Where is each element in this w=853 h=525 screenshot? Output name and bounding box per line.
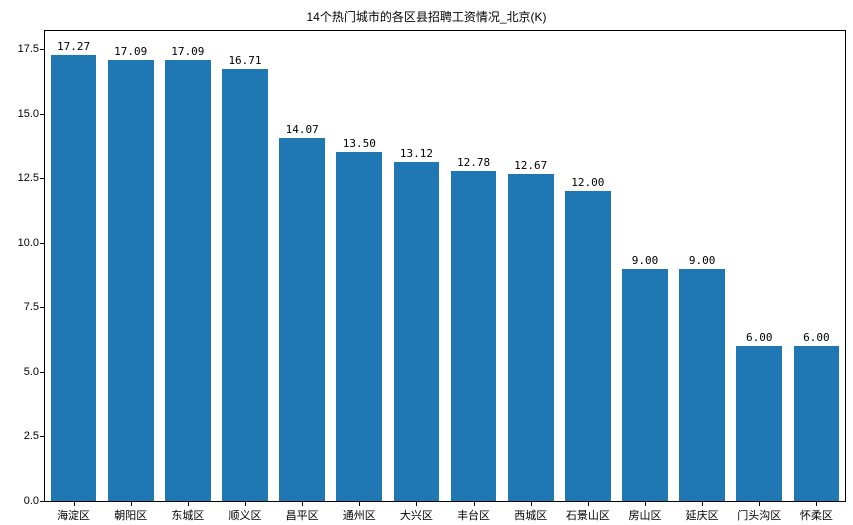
bar (222, 69, 268, 501)
y-tick-label: 5.0 (24, 366, 45, 378)
bar-value-label: 17.27 (57, 40, 90, 53)
y-tick-label: 2.5 (24, 430, 45, 442)
x-tick-label: 延庆区 (686, 501, 719, 523)
bar (394, 162, 440, 501)
x-tick-label: 海淀区 (57, 501, 90, 523)
x-tick-label: 西城区 (514, 501, 547, 523)
bar (736, 346, 782, 501)
bar-value-label: 17.09 (114, 45, 147, 58)
bar (679, 269, 725, 501)
bar-value-label: 12.00 (571, 176, 604, 189)
bar-value-label: 9.00 (689, 254, 716, 267)
y-tick-label: 12.5 (18, 172, 45, 184)
x-tick-label: 昌平区 (286, 501, 319, 523)
chart-container: 14个热门城市的各区县招聘工资情况_北京(K) 0.02.55.07.510.0… (0, 0, 853, 525)
x-tick-label: 顺义区 (229, 501, 262, 523)
bar-value-label: 13.50 (343, 137, 376, 150)
y-tick-label: 0.0 (24, 495, 45, 507)
x-tick-label: 东城区 (171, 501, 204, 523)
x-tick-label: 房山区 (629, 501, 662, 523)
bar-value-label: 6.00 (746, 331, 773, 344)
bar (51, 55, 97, 501)
bar (165, 60, 211, 501)
bar-value-label: 9.00 (632, 254, 659, 267)
plot-area: 0.02.55.07.510.012.515.017.517.27海淀区17.0… (44, 30, 846, 502)
bar-value-label: 14.07 (286, 123, 319, 136)
y-tick-label: 7.5 (24, 301, 45, 313)
bar (565, 191, 611, 501)
x-tick-label: 大兴区 (400, 501, 433, 523)
x-tick-label: 丰台区 (457, 501, 490, 523)
bar-value-label: 12.67 (514, 159, 547, 172)
y-tick-label: 10.0 (18, 237, 45, 249)
y-tick-label: 15.0 (18, 108, 45, 120)
bar-value-label: 13.12 (400, 147, 433, 160)
bar-value-label: 6.00 (803, 331, 830, 344)
bar (451, 171, 497, 501)
bar (794, 346, 840, 501)
x-tick-label: 怀柔区 (800, 501, 833, 523)
chart-title: 14个热门城市的各区县招聘工资情况_北京(K) (0, 8, 853, 25)
bar (622, 269, 668, 501)
x-tick-label: 通州区 (343, 501, 376, 523)
bar (279, 138, 325, 501)
bar (508, 174, 554, 501)
bar-value-label: 17.09 (171, 45, 204, 58)
x-tick-label: 石景山区 (566, 501, 610, 523)
x-tick-label: 门头沟区 (737, 501, 781, 523)
bar-value-label: 16.71 (228, 54, 261, 67)
bar-value-label: 12.78 (457, 156, 490, 169)
x-tick-label: 朝阳区 (114, 501, 147, 523)
y-tick-label: 17.5 (18, 43, 45, 55)
bar (336, 152, 382, 501)
bar (108, 60, 154, 501)
